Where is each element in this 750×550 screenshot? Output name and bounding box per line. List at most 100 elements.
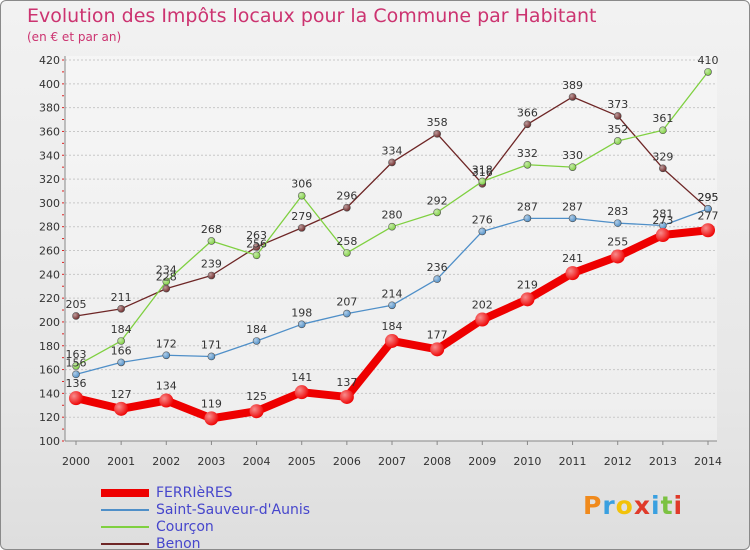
data-label: 119 bbox=[201, 397, 222, 410]
data-point-shine bbox=[520, 292, 535, 307]
data-label: 211 bbox=[111, 291, 132, 304]
x-tick-label: 2007 bbox=[378, 455, 406, 468]
legend-item: Saint-Sauveur-d'Aunis bbox=[101, 502, 401, 518]
data-point-shine bbox=[294, 385, 309, 400]
x-tick-label: 2014 bbox=[694, 455, 722, 468]
y-tick-label: 340 bbox=[39, 149, 60, 162]
data-label: 279 bbox=[291, 210, 312, 223]
y-tick-label: 140 bbox=[39, 387, 60, 400]
page-title: Evolution des Impôts locaux pour la Comm… bbox=[27, 5, 597, 27]
legend-label: Courçon bbox=[156, 519, 214, 535]
data-point-shine bbox=[704, 205, 712, 213]
data-label: 202 bbox=[472, 299, 493, 312]
data-label: 263 bbox=[246, 229, 267, 242]
data-label: 219 bbox=[517, 278, 538, 291]
data-label: 205 bbox=[66, 298, 87, 311]
data-point-shine bbox=[162, 285, 170, 293]
logo-text: Proxiti bbox=[583, 491, 683, 520]
data-point-shine bbox=[298, 320, 306, 328]
data-point-shine bbox=[253, 251, 261, 259]
data-label: 256 bbox=[246, 237, 267, 250]
y-tick-label: 320 bbox=[39, 173, 60, 186]
data-label: 228 bbox=[156, 271, 177, 284]
data-point-shine bbox=[614, 112, 622, 120]
data-label: 306 bbox=[291, 178, 312, 191]
x-tick-label: 2013 bbox=[649, 455, 677, 468]
y-tick-label: 280 bbox=[39, 221, 60, 234]
data-label: 329 bbox=[652, 150, 673, 163]
data-label: 166 bbox=[111, 344, 132, 357]
data-label: 239 bbox=[201, 258, 222, 271]
data-point-shine bbox=[72, 362, 80, 370]
data-point-shine bbox=[117, 337, 125, 345]
logo-letter: i bbox=[673, 491, 684, 520]
data-label: 366 bbox=[517, 106, 538, 119]
data-point-shine bbox=[388, 301, 396, 309]
data-point-shine bbox=[114, 401, 129, 416]
data-label: 268 bbox=[201, 223, 222, 236]
data-label: 276 bbox=[472, 213, 493, 226]
data-label: 389 bbox=[562, 79, 583, 92]
y-tick-label: 420 bbox=[39, 54, 60, 67]
y-tick-label: 120 bbox=[39, 411, 60, 424]
x-tick-label: 2001 bbox=[107, 455, 135, 468]
data-label: 125 bbox=[246, 390, 267, 403]
data-label: 136 bbox=[66, 377, 87, 390]
data-label: 184 bbox=[111, 323, 132, 336]
legend-item: Courçon bbox=[101, 519, 401, 535]
y-tick-label: 360 bbox=[39, 125, 60, 138]
legend-swatch bbox=[101, 489, 149, 497]
data-point-shine bbox=[433, 130, 441, 138]
data-point-shine bbox=[204, 411, 219, 426]
data-point-shine bbox=[569, 163, 577, 171]
data-point-shine bbox=[614, 219, 622, 227]
y-tick-label: 240 bbox=[39, 268, 60, 281]
data-point-shine bbox=[565, 266, 580, 281]
legend-swatch bbox=[101, 526, 149, 528]
data-label: 207 bbox=[336, 296, 357, 309]
data-point-shine bbox=[388, 223, 396, 231]
data-label: 134 bbox=[156, 380, 177, 393]
data-label: 273 bbox=[652, 214, 673, 227]
data-point-shine bbox=[72, 312, 80, 320]
data-point-shine bbox=[162, 277, 170, 285]
data-label: 127 bbox=[111, 388, 132, 401]
data-label: 156 bbox=[66, 356, 87, 369]
x-tick-label: 2000 bbox=[62, 455, 90, 468]
data-label: 334 bbox=[382, 144, 403, 157]
data-label: 141 bbox=[291, 371, 312, 384]
data-label: 234 bbox=[156, 263, 177, 276]
data-point-shine bbox=[475, 312, 490, 327]
data-label: 184 bbox=[246, 323, 267, 336]
data-point-shine bbox=[478, 177, 486, 185]
data-point-shine bbox=[207, 352, 215, 360]
y-tick-label: 260 bbox=[39, 245, 60, 258]
x-tick-label: 2011 bbox=[559, 455, 587, 468]
data-label: 198 bbox=[291, 306, 312, 319]
data-point-shine bbox=[523, 161, 531, 169]
x-tick-label: 2009 bbox=[468, 455, 496, 468]
data-point-shine bbox=[523, 214, 531, 222]
data-point-shine bbox=[207, 237, 215, 245]
legend-label: Benon bbox=[156, 536, 201, 550]
data-point-shine bbox=[655, 228, 670, 243]
data-point-shine bbox=[117, 358, 125, 366]
x-tick-label: 2010 bbox=[513, 455, 541, 468]
data-label: 296 bbox=[336, 190, 357, 203]
data-label: 283 bbox=[607, 205, 628, 218]
data-point-shine bbox=[207, 272, 215, 280]
data-point-shine bbox=[298, 192, 306, 200]
y-tick-label: 200 bbox=[39, 316, 60, 329]
data-label: 410 bbox=[698, 54, 719, 67]
legend-label: Saint-Sauveur-d'Aunis bbox=[156, 502, 311, 518]
data-label: 358 bbox=[427, 116, 448, 129]
data-label: 352 bbox=[607, 123, 628, 136]
data-point-shine bbox=[249, 404, 264, 419]
data-point-shine bbox=[117, 305, 125, 313]
plot-area bbox=[65, 56, 717, 441]
x-tick-label: 2004 bbox=[243, 455, 271, 468]
data-point-shine bbox=[701, 223, 715, 238]
data-point-shine bbox=[298, 224, 306, 232]
